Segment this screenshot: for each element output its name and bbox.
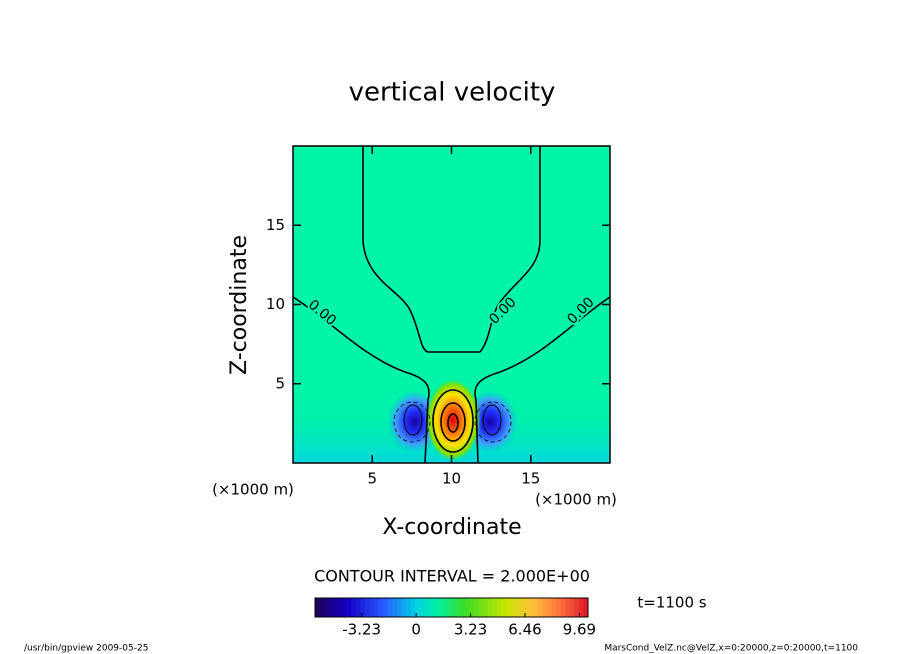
x-tick-label: 5	[367, 470, 377, 488]
colorbar-cell	[346, 598, 352, 617]
x-tick-label: 15	[521, 470, 540, 488]
colorbar-cell	[528, 598, 534, 617]
colorbar-cell	[333, 598, 339, 617]
colorbar-cell	[383, 598, 389, 617]
colorbar-cell	[387, 598, 393, 617]
colorbar-cell	[342, 598, 348, 617]
colorbar-tick-label: 3.23	[454, 621, 487, 639]
colorbar-cell	[487, 598, 493, 617]
colorbar-cell	[483, 598, 489, 617]
colorbar-cell	[392, 598, 398, 617]
colorbar-cell	[396, 598, 402, 617]
colorbar-tick-label: 6.46	[508, 621, 541, 639]
colorbar-cell	[510, 598, 516, 617]
x-unit: (×1000 m)	[535, 491, 617, 509]
colorbar-cell	[465, 598, 471, 617]
colorbar-cell	[524, 598, 530, 617]
colorbar-cell	[415, 598, 421, 617]
colorbar-cell	[542, 598, 548, 617]
chart-title: vertical velocity	[349, 78, 556, 108]
colorbar-cell	[469, 598, 475, 617]
colorbar-cell	[324, 598, 330, 617]
colorbar-cell	[451, 598, 457, 617]
colorbar-cell	[460, 598, 466, 617]
colorbar-cell	[437, 598, 443, 617]
x-axis-label: X-coordinate	[382, 515, 521, 540]
colorbar-cell	[424, 598, 430, 617]
colorbar-cell	[433, 598, 439, 617]
y-tick-label: 15	[266, 216, 285, 234]
colorbar-cell	[337, 598, 343, 617]
colorbar-cell	[583, 598, 589, 617]
colorbar-cell	[515, 598, 521, 617]
colorbar-cell	[551, 598, 557, 617]
contour-interval: CONTOUR INTERVAL = 2.000E+00	[314, 567, 590, 586]
footer-right: MarsCond_VelZ.nc@VelZ,x=0:20000,z=0:2000…	[604, 644, 858, 654]
y-axis-label: Z-coordinate	[227, 235, 252, 375]
colorbar-cell	[428, 598, 434, 617]
y-tick-label: 10	[266, 295, 285, 313]
colorbar-tick-label: -3.23	[342, 621, 381, 639]
colorbar-cell	[419, 598, 425, 617]
x-tick-label: 10	[442, 470, 461, 488]
time-label: t=1100 s	[637, 594, 706, 612]
colorbar-cell	[378, 598, 384, 617]
colorbar-cell	[537, 598, 543, 617]
colorbar-tick-label: 0	[411, 621, 421, 639]
colorbar-cell	[446, 598, 452, 617]
colorbar-cell	[478, 598, 484, 617]
colorbar-cell	[519, 598, 525, 617]
colorbar-cell	[456, 598, 462, 617]
colorbar-cell	[474, 598, 480, 617]
colorbar-frame	[314, 597, 589, 618]
colorbar-cell	[506, 598, 512, 617]
colorbar-cell	[533, 598, 539, 617]
colorbar-cell	[410, 598, 416, 617]
colorbar-cell	[560, 598, 566, 617]
colorbar-cell	[406, 598, 412, 617]
contour-field	[293, 146, 610, 463]
colorbar-cell	[556, 598, 562, 617]
colorbar-cell	[565, 598, 571, 617]
colorbar-tick-label: 9.69	[563, 621, 596, 639]
colorbar-cell	[497, 598, 503, 617]
y-unit: (×1000 m)	[212, 481, 294, 499]
colorbar-cell	[569, 598, 575, 617]
colorbar-cell	[328, 598, 334, 617]
colorbar-cell	[401, 598, 407, 617]
colorbar-cell	[578, 598, 584, 617]
colorbar-cell	[351, 598, 357, 617]
colorbar-cell	[374, 598, 380, 617]
colorbar-cell	[492, 598, 498, 617]
colorbar-cell	[360, 598, 366, 617]
colorbar-cell	[547, 598, 553, 617]
colorbar-cell	[365, 598, 371, 617]
colorbar-cell	[319, 598, 325, 617]
colorbar-cell	[369, 598, 375, 617]
y-tick-label: 5	[275, 374, 285, 392]
colorbar-cell	[501, 598, 507, 617]
colorbar-cell	[574, 598, 580, 617]
footer-left: /usr/bin/gpview 2009-05-25	[24, 644, 148, 654]
colorbar-cell	[355, 598, 361, 617]
colorbar-cell	[315, 598, 321, 617]
colorbar-cell	[442, 598, 448, 617]
colorbar: -3.23 0 3.23 6.46 9.69	[314, 597, 596, 639]
